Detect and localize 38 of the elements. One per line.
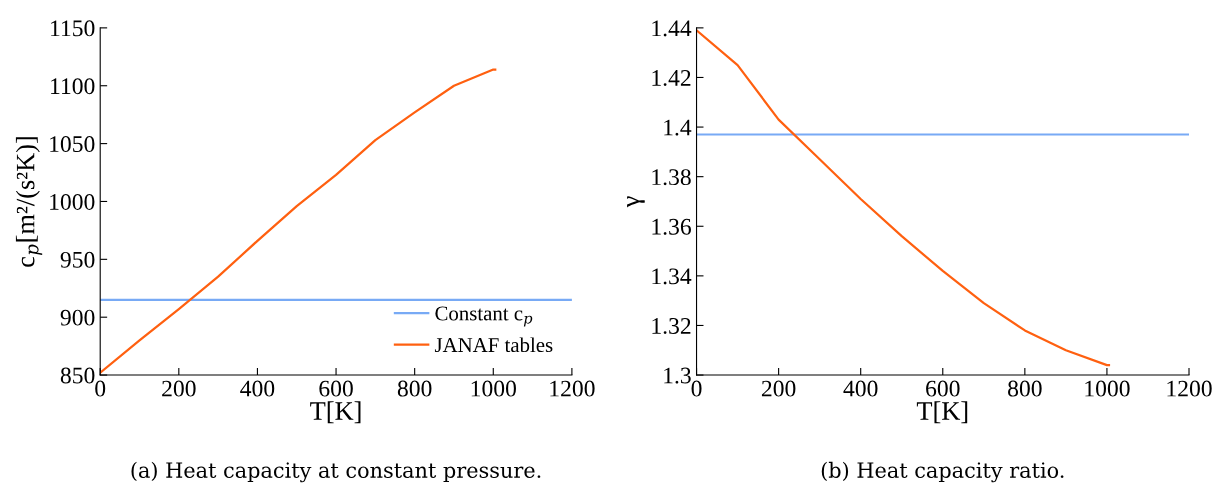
y-tick-label: 1100 [51, 78, 95, 95]
y-tick-label: 850 [60, 367, 95, 384]
y-tick-label: 1.36 [652, 218, 691, 235]
x-axis-title: T[K] [310, 401, 361, 424]
x-tick-label: 1200 [550, 380, 595, 397]
y-tick-label: 950 [60, 251, 95, 268]
y-axis-title: c$_{p}$[m²/(s²K)] [15, 137, 43, 267]
x-tick-label: 600 [926, 380, 960, 397]
x-tick-label: 800 [1008, 380, 1042, 397]
x-tick-label: 0 [691, 380, 702, 397]
y-tick-label: 1.3 [664, 367, 691, 384]
x-tick-label: 1000 [471, 380, 516, 397]
y-tick-label: 1150 [51, 20, 95, 37]
x-tick-label: 200 [162, 380, 196, 397]
x-tick-label: 200 [761, 380, 796, 397]
y-tick-label: 1050 [50, 136, 95, 153]
x-tick-label: 1200 [1167, 380, 1212, 397]
y-tick-label: 1000 [50, 193, 95, 210]
line-series [696, 29, 1111, 367]
y-tick-label: 900 [60, 309, 95, 326]
y-tick-label: 1.42 [652, 70, 691, 86]
x-tick-label: 600 [319, 380, 353, 397]
y-tick-label: 1.34 [652, 268, 692, 285]
y-tick-label: 1.4 [664, 119, 692, 136]
legend-label: JANAF tables [434, 337, 553, 353]
text: (b) Heat capacity ratio. [821, 461, 1064, 483]
x-tick-label: 1000 [1085, 380, 1130, 397]
x-axis-title: T[K] [916, 401, 968, 424]
y-tick-label: 1.38 [652, 169, 691, 186]
x-tick-label: 800 [397, 380, 432, 397]
x-tick-label: 400 [240, 380, 275, 397]
y-axis-title: γ [627, 196, 645, 208]
text: (a) Heat capacity at constant pressure. [131, 461, 541, 483]
x-tick-label: 0 [95, 380, 106, 397]
y-tick-label: 1.32 [652, 318, 691, 334]
legend-label: Constant c$_{p}$ [435, 306, 533, 327]
y-tick-label: 1.44 [652, 20, 692, 37]
x-tick-label: 400 [843, 380, 878, 397]
